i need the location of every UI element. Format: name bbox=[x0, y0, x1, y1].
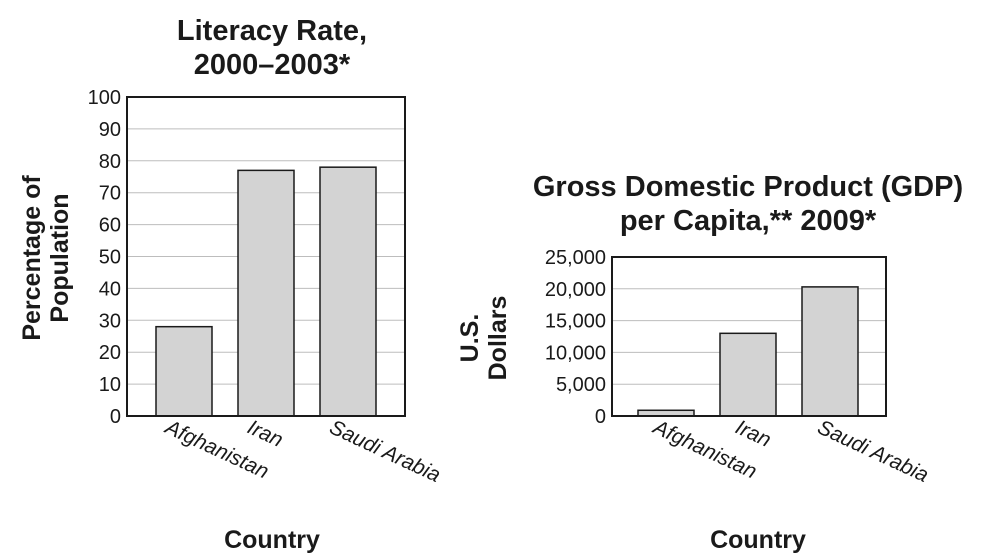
chart-title-line-2: 2000–2003* bbox=[194, 49, 351, 81]
y-tick-label: 100 bbox=[88, 87, 121, 109]
y-tick-label: 50 bbox=[99, 247, 121, 269]
y-tick-label: 10 bbox=[99, 374, 121, 396]
x-tick-label: Iran bbox=[244, 416, 287, 452]
bar bbox=[720, 333, 776, 416]
y-axis-title-line-1: Percentage of bbox=[18, 175, 46, 341]
y-tick-label: 40 bbox=[99, 278, 121, 300]
gdp-per-capita-chart: Gross Domestic Product (GDP) per Capita,… bbox=[456, 171, 963, 554]
x-tick-label: Iran bbox=[732, 416, 775, 452]
y-axis-title-line-2: Population bbox=[46, 193, 74, 322]
y-axis-title-line-2: Dollars bbox=[484, 296, 512, 381]
literacy-rate-chart: Literacy Rate, 2000–2003* Percentage of … bbox=[18, 15, 444, 554]
bar bbox=[156, 327, 212, 416]
x-tick-label: Saudi Arabia bbox=[814, 416, 932, 487]
y-tick-label: 30 bbox=[99, 310, 121, 332]
x-axis-title: Country bbox=[224, 526, 320, 554]
chart-title-line-2: per Capita,** 2009* bbox=[620, 205, 877, 237]
x-axis-title: Country bbox=[710, 526, 806, 554]
y-tick-label: 70 bbox=[99, 183, 121, 205]
y-tick-label: 15,000 bbox=[545, 311, 606, 333]
y-tick-label: 90 bbox=[99, 119, 121, 141]
y-tick-label: 80 bbox=[99, 151, 121, 173]
bar bbox=[802, 287, 858, 416]
bar bbox=[238, 170, 294, 416]
bar bbox=[320, 167, 376, 416]
y-tick-label: 10,000 bbox=[545, 342, 606, 364]
y-tick-label: 0 bbox=[595, 406, 606, 428]
y-axis-title-line-1: U.S. bbox=[456, 314, 484, 363]
y-tick-label: 20 bbox=[99, 342, 121, 364]
y-tick-label: 25,000 bbox=[545, 247, 606, 269]
y-tick-label: 0 bbox=[110, 406, 121, 428]
chart-title-line-1: Gross Domestic Product (GDP) bbox=[533, 171, 963, 203]
x-tick-label: Saudi Arabia bbox=[326, 416, 444, 487]
plot-area: 05,00010,00015,00020,00025,000Afghanista… bbox=[545, 247, 932, 487]
y-tick-label: 60 bbox=[99, 215, 121, 237]
y-tick-label: 5,000 bbox=[556, 374, 606, 396]
chart-title-line-1: Literacy Rate, bbox=[177, 15, 367, 47]
y-tick-label: 20,000 bbox=[545, 279, 606, 301]
